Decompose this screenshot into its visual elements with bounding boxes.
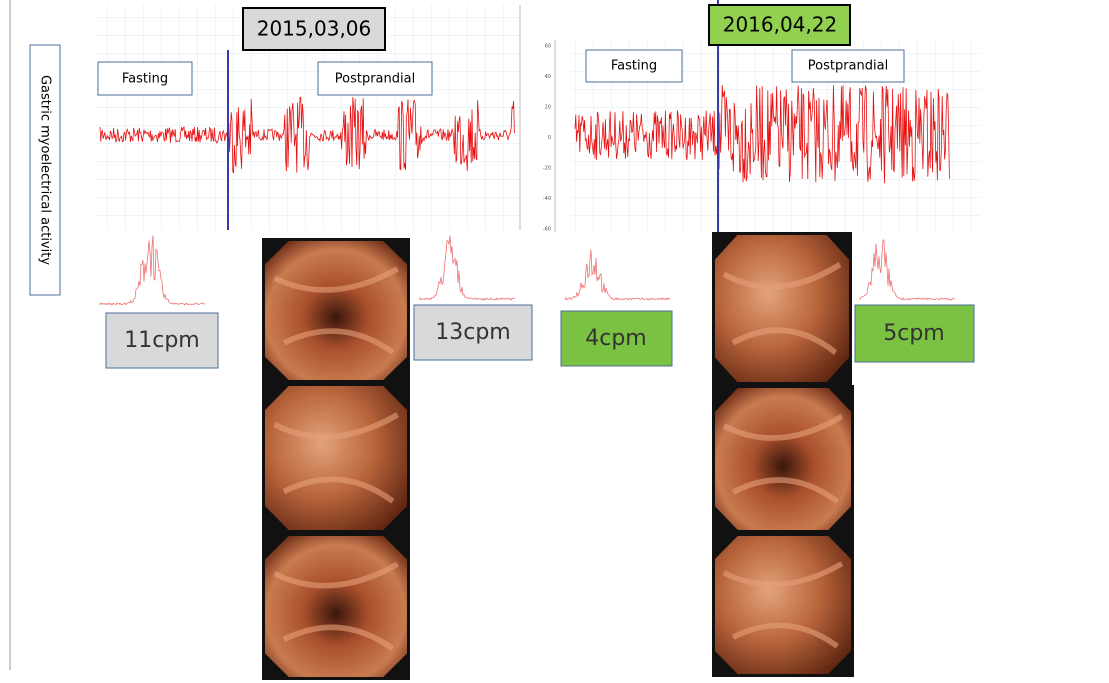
spectrum <box>420 236 515 300</box>
freq-label: 11cpm <box>124 328 200 353</box>
image-fill <box>715 536 851 674</box>
image-fill <box>715 388 851 530</box>
axis-tick-label: 0 <box>548 135 551 141</box>
image-fill <box>265 536 407 677</box>
axis-tick-label: 60 <box>545 44 551 50</box>
endoscopy-image <box>265 386 407 530</box>
freq-label: 13cpm <box>435 320 511 345</box>
spectrum <box>100 235 205 305</box>
image-fill <box>265 241 407 380</box>
image-fill <box>265 386 407 530</box>
endoscopy-images <box>262 232 854 680</box>
image-fill <box>715 235 849 382</box>
phase-label: Postprandial <box>335 72 415 87</box>
axis-tick-label: -40 <box>543 196 551 202</box>
endoscopy-image <box>265 536 407 677</box>
phase-label: Postprandial <box>808 59 888 74</box>
date: 2015,03,06 <box>257 17 372 41</box>
date: 2016,04,22 <box>723 13 838 37</box>
phase-label: Fasting <box>611 59 657 74</box>
freq-label: 5cpm <box>883 321 945 346</box>
axis-tick-label: -60 <box>543 227 551 233</box>
axis-tick-label: 20 <box>545 105 551 111</box>
y-label: Gastric myoelectrical activity <box>38 75 53 265</box>
phase-label: Fasting <box>122 72 168 87</box>
freq-label: 4cpm <box>585 326 647 351</box>
figure: Gastric myoelectrical activity 2015,03,0… <box>0 0 1109 683</box>
endoscopy-image <box>715 536 851 674</box>
axis-tick-label: -20 <box>543 166 551 172</box>
endoscopy-image <box>715 235 849 382</box>
endoscopy-image <box>715 388 851 530</box>
spectrum <box>860 240 955 300</box>
endoscopy-image <box>265 241 407 380</box>
axis-tick-label: 40 <box>545 74 551 80</box>
spectrum <box>565 250 670 300</box>
